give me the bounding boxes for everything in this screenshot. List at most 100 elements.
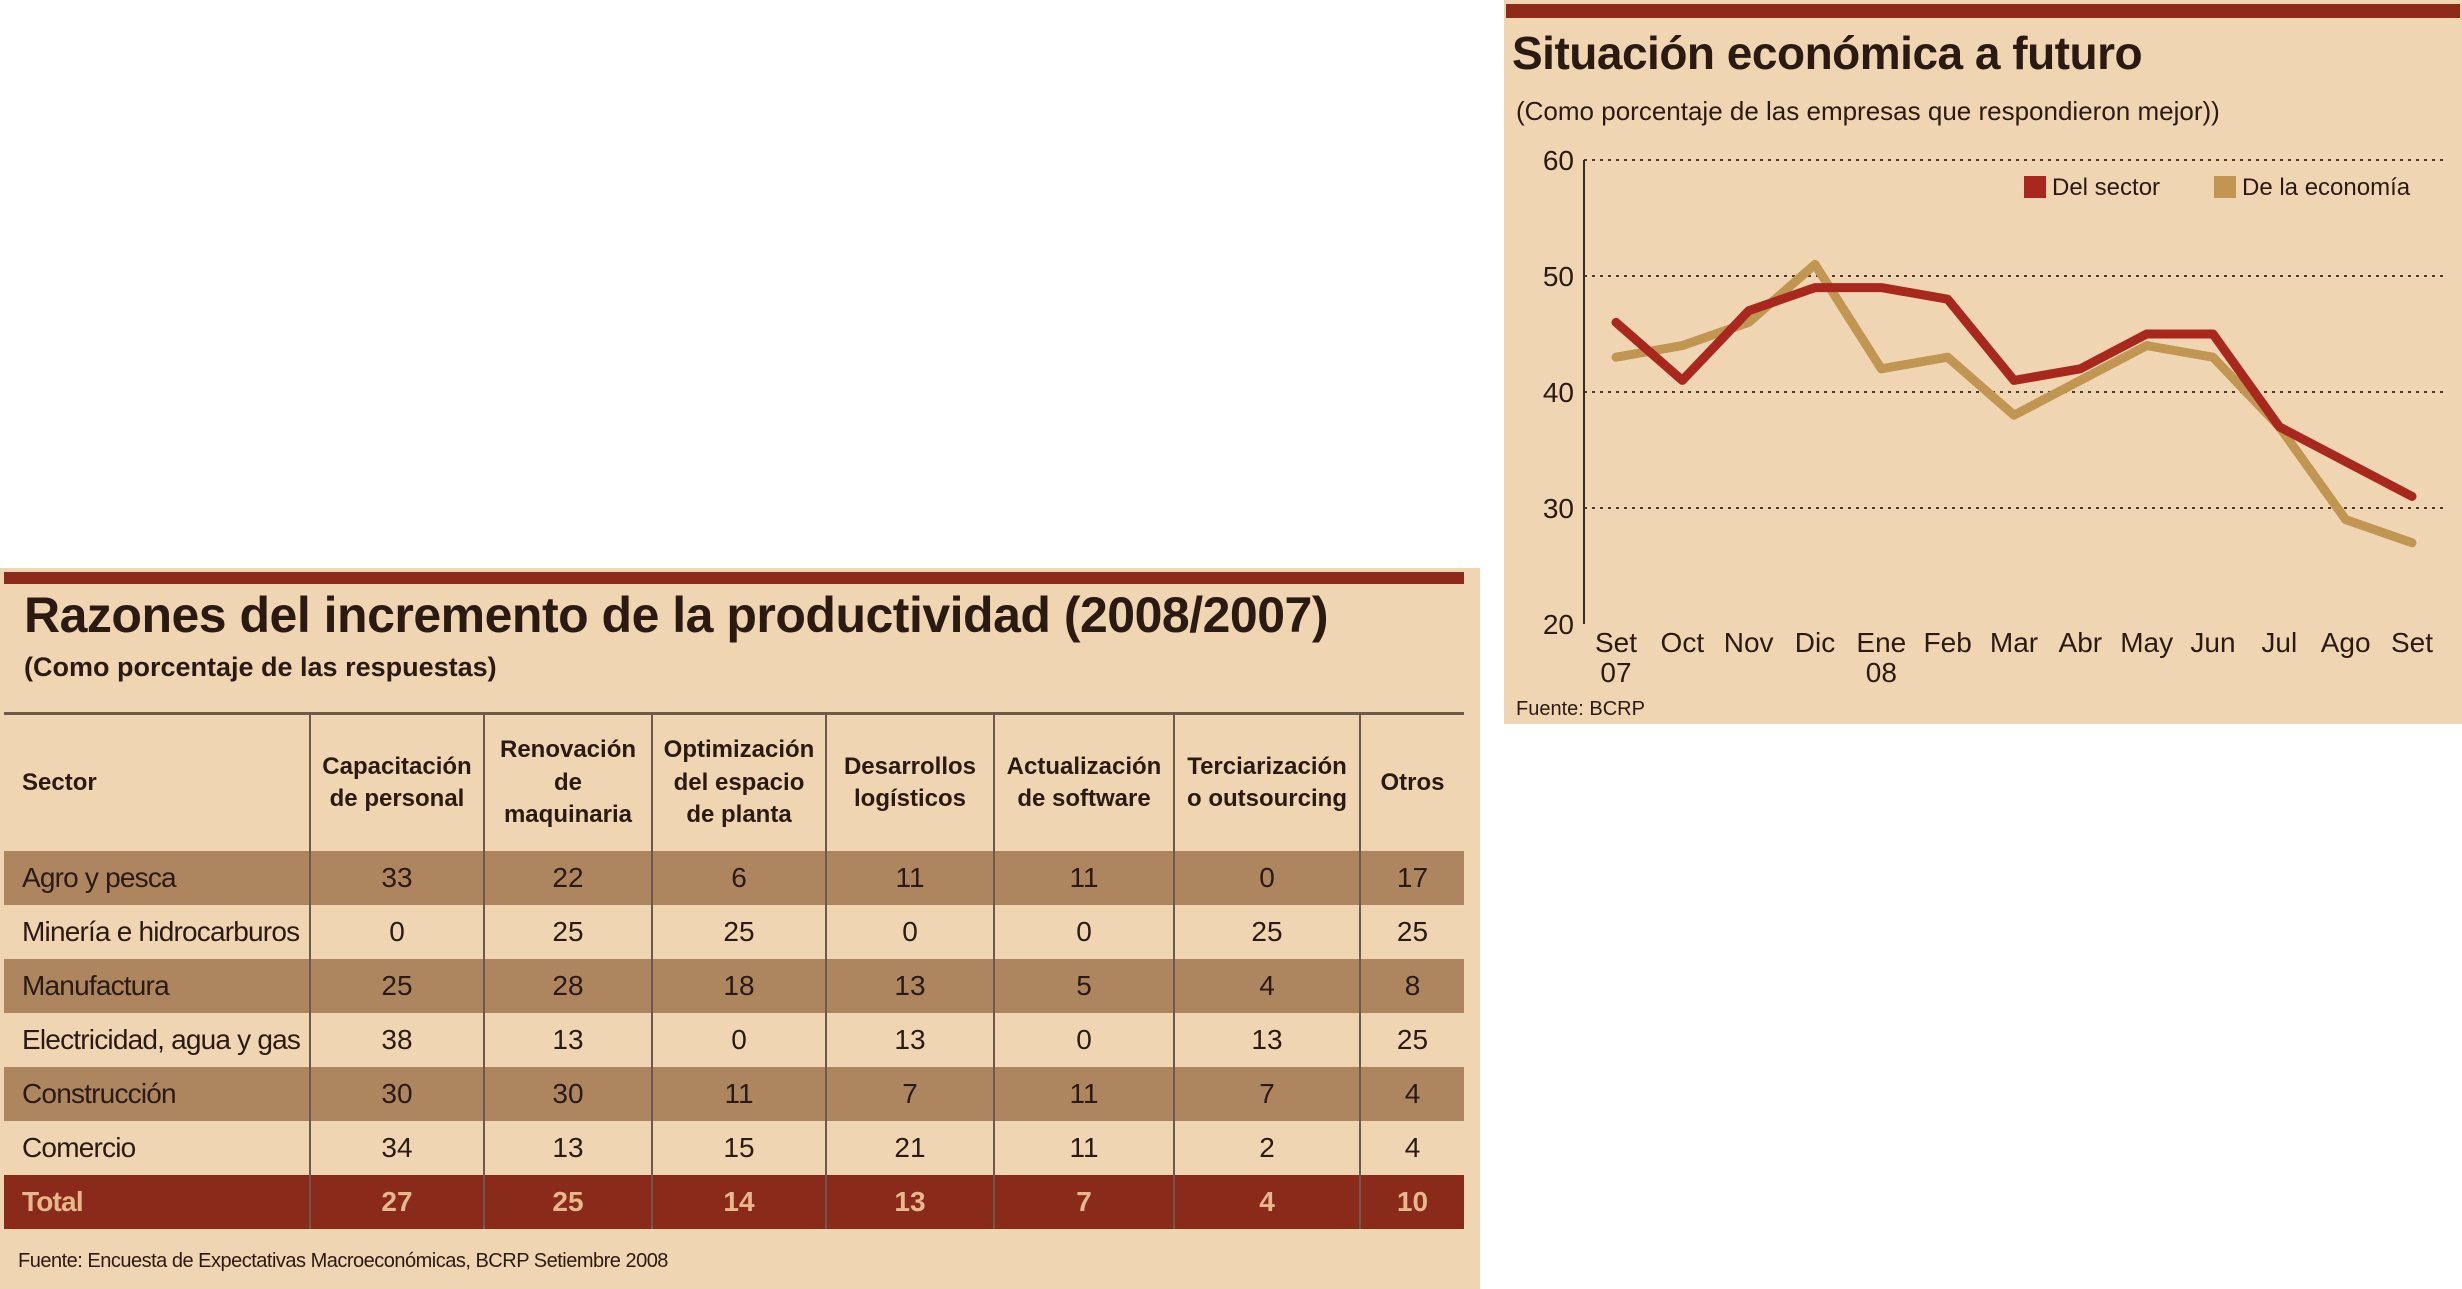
cell: 0 — [1173, 851, 1360, 905]
cell: 38 — [309, 1013, 484, 1067]
x-tick-label-line2: 08 — [1866, 657, 1897, 688]
cell: 25 — [483, 905, 652, 959]
header-terciarizacion: Terciarización o outsourcing — [1173, 713, 1360, 851]
header-renovacion: Renovación de maquinaria — [483, 713, 652, 851]
header-actualizacion: Actualización de software — [993, 713, 1174, 851]
header-otros: Otros — [1359, 713, 1464, 851]
chart-source: Fuente: BCRP — [1516, 698, 1645, 720]
header-capacitacion: Capacitación de personal — [309, 713, 484, 851]
cell: 5 — [993, 959, 1174, 1013]
row-sector: Manufactura — [4, 959, 310, 1013]
series-line-del-sector — [1611, 283, 2417, 501]
header-optimizacion: Optimización del espacio de planta — [651, 713, 826, 851]
header-desarrollos: Desarrollos logísticos — [825, 713, 994, 851]
cell: 33 — [309, 851, 484, 905]
legend-swatch — [2024, 176, 2046, 198]
cell: 25 — [651, 905, 826, 959]
cell: 34 — [309, 1121, 484, 1175]
y-tick-label: 50 — [1543, 261, 1574, 292]
cell: 0 — [651, 1013, 826, 1067]
cell: 25 — [1173, 905, 1360, 959]
cell: 0 — [993, 905, 1174, 959]
cell: 11 — [651, 1067, 826, 1121]
cell: 13 — [825, 1175, 994, 1229]
x-tick-label: Nov — [1724, 627, 1774, 658]
y-tick-label: 40 — [1543, 377, 1574, 408]
x-tick-label: Ene — [1856, 627, 1906, 658]
cell: 4 — [1173, 1175, 1360, 1229]
table-row: Minería e hidrocarburos 0 25 25 0 0 25 2… — [4, 905, 1464, 959]
table-top-bar — [4, 572, 1464, 584]
legend-label: Del sector — [2052, 174, 2160, 201]
x-tick-label: Dic — [1795, 627, 1835, 658]
cell: 11 — [993, 1067, 1174, 1121]
series-layer — [1611, 259, 2417, 548]
x-tick-label: Feb — [1924, 627, 1972, 658]
cell: 2 — [1173, 1121, 1360, 1175]
table-header-row: Sector Capacitación de personal Renovació… — [4, 713, 1464, 851]
chart-panel: 20 30 40 50 60 Set 07 Oct Nov Dic Ene 08 Feb Mar Abr Ma… — [1504, 0, 2462, 724]
cell: 22 — [483, 851, 652, 905]
chart-top-bar — [1506, 4, 2460, 18]
cell: 25 — [483, 1175, 652, 1229]
cell: 4 — [1359, 1067, 1464, 1121]
cell: 6 — [651, 851, 826, 905]
cell: 27 — [309, 1175, 484, 1229]
x-tick-label: Jul — [2261, 627, 2297, 658]
table-row: Comercio 34 13 15 21 11 2 4 — [4, 1121, 1464, 1175]
y-tick-label: 30 — [1543, 493, 1574, 524]
cell: 7 — [993, 1175, 1174, 1229]
row-sector: Agro y pesca — [4, 851, 310, 905]
cell: 13 — [1173, 1013, 1360, 1067]
cell: 11 — [993, 1121, 1174, 1175]
chart-title: Situación económica a futuro — [1512, 27, 2143, 79]
x-tick-label: Set — [1595, 627, 1637, 658]
table-row: Agro y pesca 33 22 6 11 11 0 17 — [4, 851, 1464, 905]
row-sector: Comercio — [22, 1132, 136, 1163]
cell: 13 — [483, 1013, 652, 1067]
cell: 13 — [825, 1013, 994, 1067]
cell: 11 — [825, 851, 994, 905]
table-row: Electricidad, agua y gas 38 13 0 13 0 13… — [4, 1013, 1464, 1067]
cell: 25 — [1359, 905, 1464, 959]
table-title: Razones del incremento de la productivid… — [24, 587, 1328, 643]
cell: 0 — [825, 905, 994, 959]
header-sector: Sector — [22, 768, 97, 796]
legend-swatch — [2214, 176, 2236, 198]
table-row: Construcción 30 30 11 7 11 7 4 — [4, 1067, 1464, 1121]
legend-label: De la economía — [2242, 174, 2411, 201]
x-tick-label: Mar — [1990, 627, 2038, 658]
cell: 30 — [309, 1067, 484, 1121]
cell: 14 — [651, 1175, 826, 1229]
cell: 7 — [825, 1067, 994, 1121]
table-source: Fuente: Encuesta de Expectativas Macroec… — [18, 1250, 668, 1272]
cell: 21 — [825, 1121, 994, 1175]
table-subtitle: (Como porcentaje de las respuestas) — [24, 652, 497, 682]
cell: 17 — [1359, 851, 1464, 905]
cell: 11 — [993, 851, 1174, 905]
y-tick-label: 60 — [1543, 145, 1574, 176]
productivity-table: Sector Capacitación de personal Renovació… — [4, 712, 1464, 1229]
cell: 4 — [1359, 1121, 1464, 1175]
table-row: Manufactura 25 28 18 13 5 4 8 — [4, 959, 1464, 1013]
x-tick-label: Oct — [1661, 627, 1705, 658]
chart-subtitle: (Como porcentaje de las empresas que res… — [1516, 96, 2220, 126]
cell: 30 — [483, 1067, 652, 1121]
cell: 13 — [825, 959, 994, 1013]
legend-layer: Del sector De la economía — [2024, 174, 2411, 201]
cell: 4 — [1173, 959, 1360, 1013]
row-sector: Electricidad, agua y gas — [22, 1024, 301, 1055]
cell: 8 — [1359, 959, 1464, 1013]
x-tick-label: May — [2120, 627, 2173, 658]
cell: 18 — [651, 959, 826, 1013]
x-tick-label: Ago — [2321, 627, 2371, 658]
cell: 0 — [309, 905, 484, 959]
cell: 10 — [1359, 1175, 1464, 1229]
cell: 0 — [993, 1013, 1174, 1067]
row-sector: Total — [4, 1175, 310, 1229]
x-tick-label: Set — [2391, 627, 2433, 658]
row-sector: Construcción — [4, 1067, 310, 1121]
y-tick-label: 20 — [1543, 609, 1574, 640]
